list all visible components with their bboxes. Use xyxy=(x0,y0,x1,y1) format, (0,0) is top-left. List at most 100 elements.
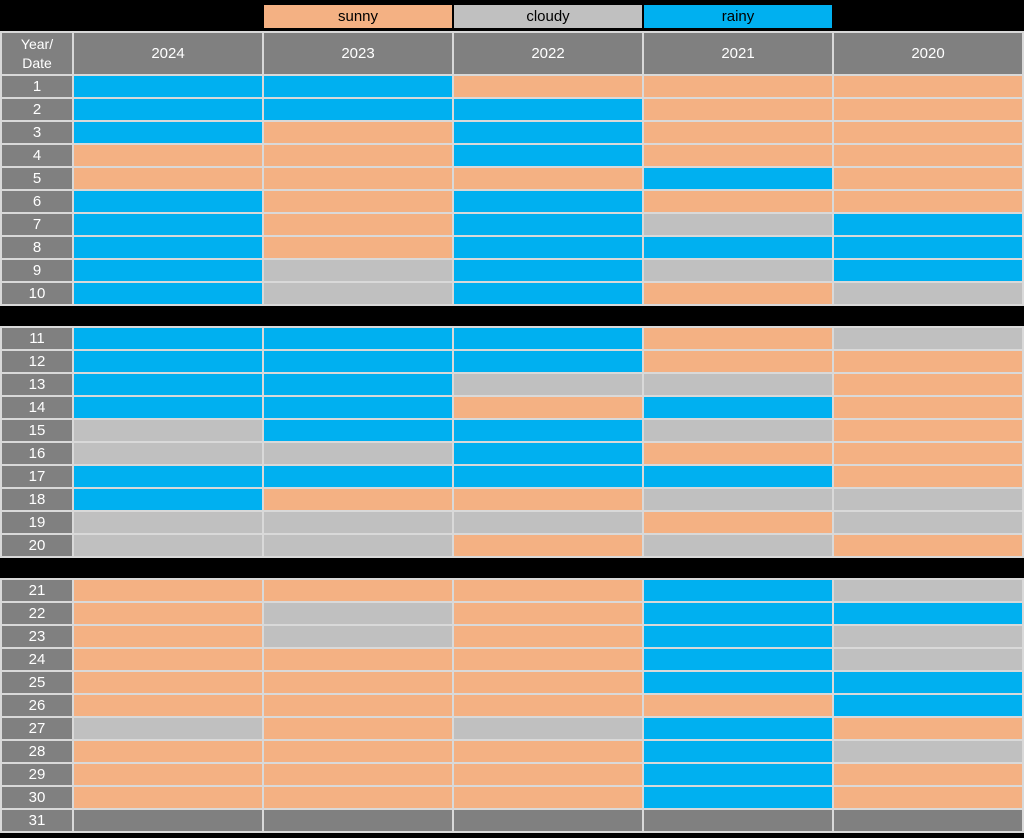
weather-cell-2021-15 xyxy=(644,420,832,441)
weather-cell-2021-26 xyxy=(644,695,832,716)
weather-cell-2023-7 xyxy=(264,214,452,235)
weather-cell-2021-27 xyxy=(644,718,832,739)
weather-cell-2020-9 xyxy=(834,260,1022,281)
weather-cell-2021-24 xyxy=(644,649,832,670)
date-label-30: 30 xyxy=(2,787,72,808)
weather-cell-2024-17 xyxy=(74,466,262,487)
weather-cell-2021-21 xyxy=(644,580,832,601)
weather-cell-2023-21 xyxy=(264,580,452,601)
weather-cell-2022-23 xyxy=(454,626,642,647)
weather-cell-2021-23 xyxy=(644,626,832,647)
weather-cell-2023-30 xyxy=(264,787,452,808)
corner-header-cell: Year/ Date xyxy=(2,33,72,74)
legend-spacer xyxy=(2,5,72,28)
weather-cell-2024-6 xyxy=(74,191,262,212)
weather-cell-2021-12 xyxy=(644,351,832,372)
weather-cell-2024-23 xyxy=(74,626,262,647)
weather-cell-2023-23 xyxy=(264,626,452,647)
date-label-2: 2 xyxy=(2,99,72,120)
weather-cell-2020-18 xyxy=(834,489,1022,510)
date-label-29: 29 xyxy=(2,764,72,785)
date-label-5: 5 xyxy=(2,168,72,189)
weather-cell-2021-30 xyxy=(644,787,832,808)
date-label-3: 3 xyxy=(2,122,72,143)
date-label-18: 18 xyxy=(2,489,72,510)
weather-cell-2023-19 xyxy=(264,512,452,533)
weather-cell-2024-31 xyxy=(74,810,262,831)
date-label-28: 28 xyxy=(2,741,72,762)
date-label-19: 19 xyxy=(2,512,72,533)
weather-cell-2022-12 xyxy=(454,351,642,372)
weather-cell-2024-21 xyxy=(74,580,262,601)
weather-cell-2022-24 xyxy=(454,649,642,670)
date-label-12: 12 xyxy=(2,351,72,372)
weather-cell-2020-5 xyxy=(834,168,1022,189)
weather-cell-2022-22 xyxy=(454,603,642,624)
weather-cell-2023-27 xyxy=(264,718,452,739)
weather-cell-2020-7 xyxy=(834,214,1022,235)
year-header-2024: 2024 xyxy=(74,33,262,74)
weather-cell-2024-29 xyxy=(74,764,262,785)
weather-cell-2023-12 xyxy=(264,351,452,372)
weather-cell-2023-26 xyxy=(264,695,452,716)
weather-cell-2023-6 xyxy=(264,191,452,212)
weather-cell-2020-1 xyxy=(834,76,1022,97)
weather-cell-2021-10 xyxy=(644,283,832,304)
date-label-13: 13 xyxy=(2,374,72,395)
date-label-20: 20 xyxy=(2,535,72,556)
weather-cell-2020-12 xyxy=(834,351,1022,372)
weather-cell-2021-11 xyxy=(644,328,832,349)
weather-cell-2021-3 xyxy=(644,122,832,143)
weather-cell-2021-18 xyxy=(644,489,832,510)
date-label-10: 10 xyxy=(2,283,72,304)
weather-cell-2024-30 xyxy=(74,787,262,808)
weather-cell-2023-5 xyxy=(264,168,452,189)
weather-cell-2022-11 xyxy=(454,328,642,349)
date-label-11: 11 xyxy=(2,328,72,349)
weather-cell-2023-1 xyxy=(264,76,452,97)
weather-cell-2021-29 xyxy=(644,764,832,785)
weather-cell-2023-22 xyxy=(264,603,452,624)
weather-cell-2022-18 xyxy=(454,489,642,510)
weather-cell-2024-8 xyxy=(74,237,262,258)
weather-cell-2023-2 xyxy=(264,99,452,120)
weather-cell-2022-15 xyxy=(454,420,642,441)
weather-cell-2023-14 xyxy=(264,397,452,418)
weather-cell-2024-13 xyxy=(74,374,262,395)
date-label-31: 31 xyxy=(2,810,72,831)
weather-cell-2022-2 xyxy=(454,99,642,120)
weather-cell-2022-8 xyxy=(454,237,642,258)
weather-cell-2023-28 xyxy=(264,741,452,762)
legend-item-sunny: sunny xyxy=(264,5,452,28)
date-label-16: 16 xyxy=(2,443,72,464)
weather-cell-2022-31 xyxy=(454,810,642,831)
weather-cell-2023-17 xyxy=(264,466,452,487)
weather-cell-2021-8 xyxy=(644,237,832,258)
weather-cell-2024-11 xyxy=(74,328,262,349)
weather-cell-2021-13 xyxy=(644,374,832,395)
weather-table: sunny cloudy rainy Year/ Date 2024 2023 2022 2… xyxy=(0,5,1024,833)
year-header-2022: 2022 xyxy=(454,33,642,74)
weather-cell-2024-4 xyxy=(74,145,262,166)
weather-cell-2022-30 xyxy=(454,787,642,808)
weather-cell-2022-21 xyxy=(454,580,642,601)
weather-cell-2023-29 xyxy=(264,764,452,785)
weather-cell-2020-23 xyxy=(834,626,1022,647)
weather-cell-2020-10 xyxy=(834,283,1022,304)
date-label-9: 9 xyxy=(2,260,72,281)
weather-cell-2020-27 xyxy=(834,718,1022,739)
weather-cell-2020-16 xyxy=(834,443,1022,464)
weather-cell-2023-8 xyxy=(264,237,452,258)
weather-cell-2021-5 xyxy=(644,168,832,189)
weather-cell-2020-26 xyxy=(834,695,1022,716)
weather-cell-2022-20 xyxy=(454,535,642,556)
weather-cell-2023-24 xyxy=(264,649,452,670)
legend-row: sunny cloudy rainy xyxy=(0,5,1024,28)
weather-cell-2020-28 xyxy=(834,741,1022,762)
weather-cell-2024-22 xyxy=(74,603,262,624)
year-header-2021: 2021 xyxy=(644,33,832,74)
date-label-1: 1 xyxy=(2,76,72,97)
weather-cell-2022-6 xyxy=(454,191,642,212)
weather-cell-2024-12 xyxy=(74,351,262,372)
weather-cell-2020-29 xyxy=(834,764,1022,785)
